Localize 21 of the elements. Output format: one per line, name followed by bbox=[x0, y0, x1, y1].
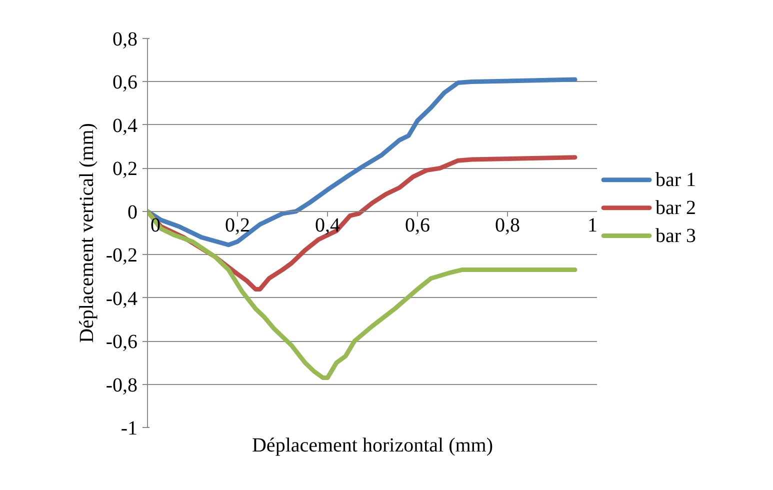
y-tick-label: 0,4 bbox=[112, 114, 138, 137]
y-axis-title: Déplacement vertical (mm) bbox=[76, 123, 98, 343]
y-tick-label: -0,4 bbox=[106, 288, 138, 310]
y-tick-label: 0,2 bbox=[112, 158, 138, 180]
y-tick-label: -0,2 bbox=[106, 244, 138, 267]
x-tick-label: 0,8 bbox=[495, 214, 520, 236]
x-tick-label: 0,2 bbox=[225, 214, 250, 236]
y-tick-label: -0,8 bbox=[106, 374, 138, 396]
y-tick-label: -1 bbox=[120, 418, 138, 440]
line-series bbox=[148, 209, 578, 380]
legend-label: bar 1 bbox=[656, 168, 696, 191]
legend-label: bar 3 bbox=[656, 224, 696, 247]
line-series bbox=[148, 77, 578, 248]
y-tick-label: -0,6 bbox=[106, 331, 138, 354]
x-tick-label: 1 bbox=[588, 214, 598, 236]
x-tick-label: 0,6 bbox=[405, 214, 430, 236]
x-axis-title: Déplacement horizontal (mm) bbox=[252, 434, 494, 456]
legend-label: bar 2 bbox=[656, 196, 696, 219]
y-tick-label: 0,8 bbox=[112, 28, 138, 50]
x-tick-label: 0,4 bbox=[315, 214, 340, 236]
y-tick-label: 0,6 bbox=[112, 72, 138, 94]
